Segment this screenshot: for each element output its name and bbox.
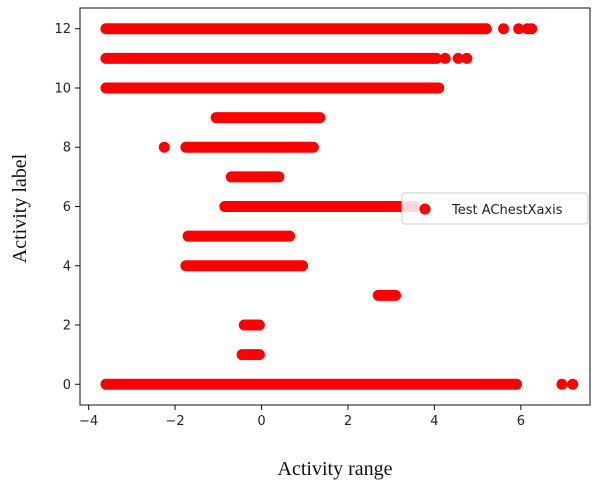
x-tick-label: 0 — [257, 414, 265, 429]
data-point — [498, 23, 510, 35]
legend: Test AChestXaxis — [401, 192, 589, 225]
y-tick-label: 8 — [63, 141, 71, 156]
y-axis-ticks: 0 2 4 6 8 10 12 — [54, 22, 80, 393]
y-axis-label: Activity label — [9, 153, 31, 263]
y-tick-label: 2 — [63, 319, 71, 334]
x-tick-label: −4 — [79, 414, 98, 429]
data-point — [556, 378, 568, 390]
data-point — [439, 52, 451, 64]
data-point — [452, 52, 464, 64]
legend-marker — [419, 203, 431, 215]
x-tick-label: 4 — [430, 414, 438, 429]
data-point — [526, 23, 538, 35]
data-point — [567, 378, 579, 390]
legend-label: Test AChestXaxis — [451, 203, 563, 218]
y-tick-label: 12 — [54, 22, 71, 37]
legend-box — [401, 192, 589, 225]
data-points — [100, 23, 579, 390]
x-axis-label: Activity range — [278, 458, 393, 480]
y-tick-label: 4 — [63, 259, 71, 274]
x-axis-ticks: −4 −2 0 2 4 6 — [79, 405, 525, 429]
data-point — [513, 23, 525, 35]
x-tick-label: 6 — [517, 414, 525, 429]
x-tick-label: 2 — [344, 414, 352, 429]
y-tick-label: 0 — [63, 378, 71, 393]
x-tick-label: −2 — [165, 414, 184, 429]
y-tick-label: 6 — [63, 200, 71, 215]
data-point — [158, 141, 170, 153]
data-point — [461, 52, 473, 64]
y-tick-label: 10 — [54, 81, 71, 96]
